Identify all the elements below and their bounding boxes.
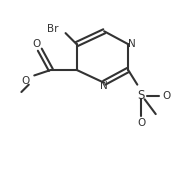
Text: S: S [137, 89, 145, 102]
Text: O: O [32, 39, 40, 49]
Text: O: O [137, 118, 145, 128]
Text: N: N [128, 39, 136, 49]
Text: Br: Br [47, 24, 59, 34]
Text: O: O [21, 76, 29, 86]
Text: O: O [163, 91, 171, 101]
Text: N: N [100, 82, 108, 91]
